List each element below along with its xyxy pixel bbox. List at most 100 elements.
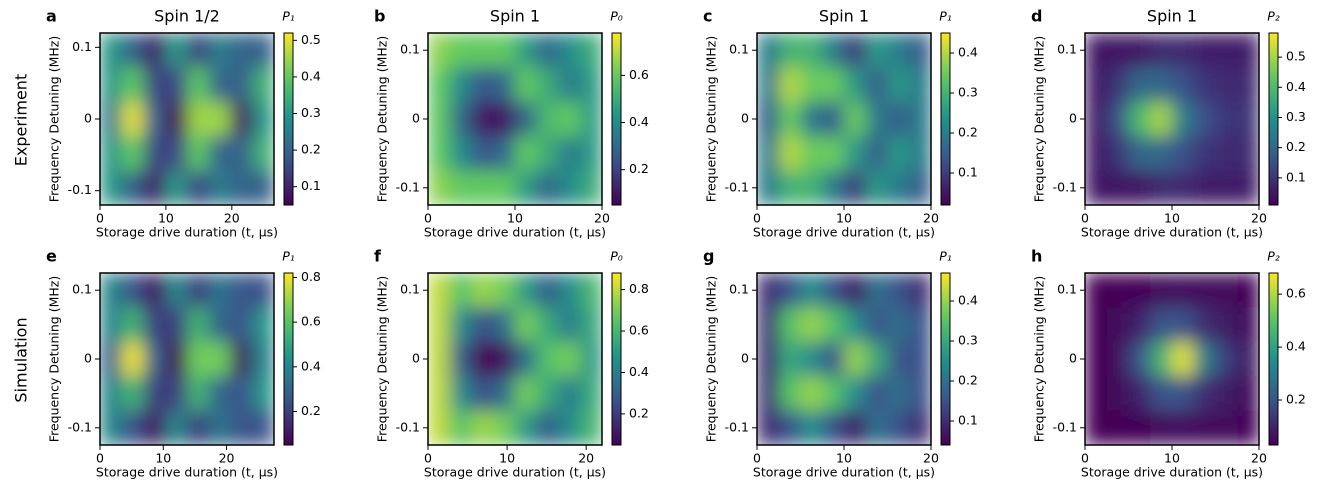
x-tick-label: 20 bbox=[578, 451, 594, 466]
panel-letter: f bbox=[374, 247, 382, 266]
heat-cell bbox=[143, 273, 166, 308]
heat-cell bbox=[822, 376, 845, 412]
x-tick-label: 0 bbox=[424, 211, 432, 226]
heat-cell bbox=[536, 273, 559, 308]
heat-cell bbox=[536, 376, 559, 412]
heat-cell bbox=[252, 170, 274, 205]
heat-cell bbox=[230, 341, 253, 377]
y-tick-label: 0 bbox=[741, 111, 749, 126]
colorbar-tick-label: 0.2 bbox=[629, 161, 649, 176]
heat-cell bbox=[909, 307, 931, 343]
x-axis-label: Storage drive duration (t, μs) bbox=[96, 225, 278, 240]
heat-cell bbox=[887, 67, 910, 103]
heat-cell bbox=[1106, 307, 1129, 343]
y-tick-label: -0.1 bbox=[725, 179, 749, 194]
heat-cell bbox=[757, 307, 780, 343]
heat-cell bbox=[121, 410, 144, 445]
colorbar-tick-label: 0.6 bbox=[301, 314, 321, 329]
x-axis-label: Storage drive duration (t, μs) bbox=[424, 465, 606, 480]
x-tick-label: 20 bbox=[224, 211, 240, 226]
heat-cell bbox=[1193, 273, 1216, 308]
colorbar-tick-label: 0.2 bbox=[629, 405, 649, 420]
heat-cell bbox=[865, 376, 888, 412]
heat-cell bbox=[1237, 67, 1259, 103]
heat-cell bbox=[1215, 307, 1238, 343]
colorbar-tick-label: 0.6 bbox=[1286, 286, 1306, 301]
heat-cell bbox=[100, 410, 123, 445]
heat-cell bbox=[143, 67, 166, 103]
heat-cell bbox=[1085, 410, 1108, 445]
heat-cell bbox=[822, 136, 845, 172]
heat-cell bbox=[580, 376, 602, 412]
heat-cell bbox=[143, 341, 166, 377]
heat-cell bbox=[558, 376, 581, 412]
heatmap bbox=[1085, 33, 1259, 205]
heat-cell bbox=[1237, 307, 1259, 343]
heat-cell bbox=[1085, 170, 1108, 205]
colorbar-tick-label: 0.8 bbox=[301, 269, 321, 284]
heat-cell bbox=[536, 341, 559, 377]
heat-cell bbox=[1150, 136, 1173, 172]
x-tick-label: 0 bbox=[96, 451, 104, 466]
heat-cell bbox=[1150, 341, 1173, 377]
heat-cell bbox=[865, 307, 888, 343]
heatmap bbox=[757, 273, 931, 445]
heat-cell bbox=[1172, 273, 1195, 308]
heat-cell bbox=[887, 170, 910, 205]
heat-cell bbox=[165, 33, 188, 68]
x-axis-label: Storage drive duration (t, μs) bbox=[1081, 465, 1263, 480]
y-tick-label: 0 bbox=[1069, 111, 1077, 126]
y-tick-label: 0 bbox=[741, 351, 749, 366]
heat-cell bbox=[1237, 273, 1259, 308]
heat-cell bbox=[493, 341, 516, 377]
heat-cell bbox=[558, 101, 581, 137]
heat-cell bbox=[558, 273, 581, 308]
heat-cell bbox=[1085, 101, 1108, 137]
heat-cell bbox=[493, 33, 516, 68]
colorbar-label: P₂ bbox=[1267, 9, 1280, 24]
heat-cell bbox=[143, 101, 166, 137]
heat-cell bbox=[493, 67, 516, 103]
heat-cell bbox=[449, 101, 472, 137]
heat-cell bbox=[558, 33, 581, 68]
colorbar-tick-label: 0.1 bbox=[1286, 169, 1306, 184]
heat-cell bbox=[844, 376, 867, 412]
y-axis-label: Frequency Detuning (MHz) bbox=[704, 36, 719, 202]
y-tick-label: -0.1 bbox=[68, 182, 92, 197]
colorbar-tick-label: 0.2 bbox=[1286, 392, 1306, 407]
colorbar-tick-label: 0.3 bbox=[1286, 109, 1306, 124]
heat-cell bbox=[536, 410, 559, 445]
heat-cell bbox=[252, 136, 274, 172]
x-tick-label: 10 bbox=[507, 211, 523, 226]
heat-cell bbox=[822, 170, 845, 205]
heat-cell bbox=[865, 341, 888, 377]
heatmap-cells bbox=[1085, 273, 1259, 445]
heat-cell bbox=[208, 307, 231, 343]
heat-cell bbox=[580, 273, 602, 308]
heat-cell bbox=[909, 376, 931, 412]
y-tick-label: -0.1 bbox=[725, 419, 749, 434]
heat-cell bbox=[493, 101, 516, 137]
heat-cell bbox=[143, 136, 166, 172]
heat-cell bbox=[757, 273, 780, 308]
x-axis-label: Storage drive duration (t, μs) bbox=[96, 465, 278, 480]
heat-cell bbox=[121, 341, 144, 377]
heat-cell bbox=[1193, 307, 1216, 343]
heat-cell bbox=[100, 307, 123, 343]
colorbar-tick-label: 0.8 bbox=[629, 281, 649, 296]
heat-cell bbox=[1237, 33, 1259, 68]
panel-title: Spin 1/2 bbox=[154, 7, 220, 26]
heat-cell bbox=[1193, 67, 1216, 103]
x-tick-label: 20 bbox=[594, 211, 610, 226]
heat-cell bbox=[471, 170, 494, 205]
heat-cell bbox=[909, 101, 931, 137]
heat-cell bbox=[865, 67, 888, 103]
heat-cell bbox=[428, 341, 451, 377]
heat-cell bbox=[822, 307, 845, 343]
heat-cell bbox=[252, 376, 274, 412]
heat-cell bbox=[515, 273, 538, 308]
heat-cell bbox=[493, 136, 516, 172]
y-axis-label: Frequency Detuning (MHz) bbox=[1032, 36, 1047, 202]
heat-cell bbox=[909, 341, 931, 377]
